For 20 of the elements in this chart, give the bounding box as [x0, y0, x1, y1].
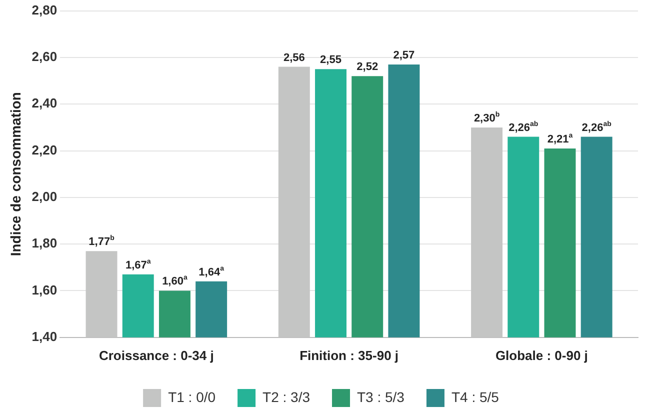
data-label: 2,57 [393, 49, 415, 62]
data-label: 2,52 [356, 61, 378, 74]
y-tick-label: 2,60 [32, 49, 58, 64]
y-axis-title: Indice de consommation [7, 92, 24, 256]
y-tick-label: 1,80 [32, 236, 58, 251]
legend-label: T4 : 5/5 [451, 388, 500, 405]
x-tick-label: Globale : 0-90 j [495, 348, 588, 363]
y-tick-label: 2,20 [32, 142, 58, 158]
legend-label: T2 : 3/3 [262, 388, 310, 405]
x-tick-label: Finition : 35-90 j [300, 348, 399, 363]
data-label: 2,55 [320, 54, 342, 66]
y-tick-label: 2,40 [32, 96, 58, 111]
data-label: 2,56 [283, 52, 305, 64]
y-tick-label: 2,80 [32, 2, 58, 18]
y-tick-label: 2,00 [32, 189, 58, 204]
x-tick-label: Croissance : 0-34 j [98, 348, 214, 363]
legend-label: T3 : 5/3 [357, 388, 405, 405]
legend-label: T1 : 0/0 [168, 388, 216, 405]
y-tick-label: 1,40 [32, 328, 58, 344]
y-tick-label: 1,60 [32, 282, 58, 298]
